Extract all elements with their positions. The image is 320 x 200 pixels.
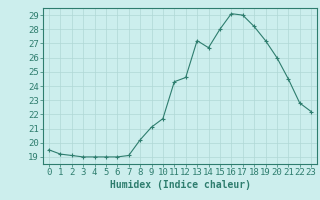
X-axis label: Humidex (Indice chaleur): Humidex (Indice chaleur) (109, 180, 251, 190)
